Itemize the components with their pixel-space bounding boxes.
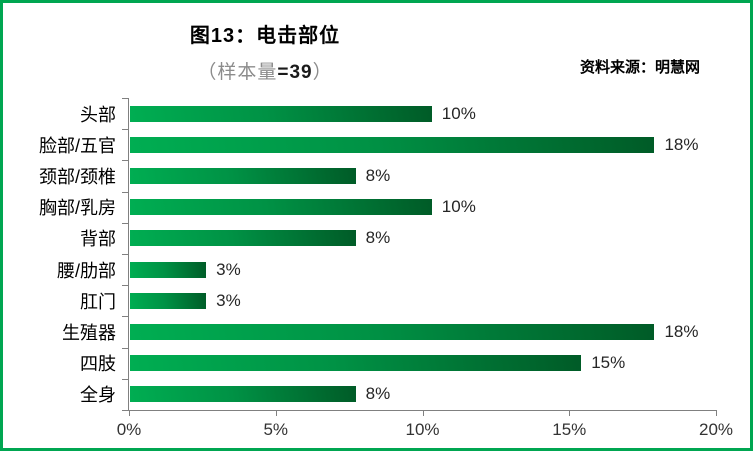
category-label: 背部 (80, 229, 116, 250)
bar-value-label: 8% (365, 228, 391, 248)
subtitle-sample-size: =39 (277, 62, 313, 83)
bar-row: 10% (130, 192, 716, 223)
x-axis-tick (422, 410, 424, 416)
category-label: 腰/肋部 (56, 260, 116, 281)
category-label: 胸部/乳房 (38, 198, 116, 219)
bar-row: 3% (130, 254, 716, 285)
x-axis-tick (569, 410, 571, 416)
category-label: 颈部/颈椎 (38, 166, 116, 187)
plot-area: 10% 18% 8% 10% 8% 3% 3% 18% 15% 8% 0% 5% 10% 15% 20% (117, 98, 733, 439)
bar-row: 8% (130, 379, 716, 410)
category-label: 全身 (80, 385, 116, 406)
y-axis-tick (122, 160, 129, 162)
category-label: 头部 (80, 104, 116, 125)
bar-value-label: 3% (216, 259, 241, 279)
x-axis-tick-label: 0% (116, 420, 142, 439)
x-axis-tick-label: 20% (698, 420, 734, 439)
bar (130, 261, 207, 278)
bar-value-label: 15% (591, 353, 626, 373)
y-axis-tick (122, 378, 129, 380)
bar (130, 355, 582, 372)
y-axis-tick (122, 129, 129, 131)
y-axis-tick (122, 191, 129, 193)
bar (130, 167, 356, 184)
category-label: 脸部/五官 (38, 135, 116, 156)
bar (130, 323, 655, 340)
subtitle-suffix: ） (312, 62, 333, 83)
x-axis-tick (275, 410, 277, 416)
x-axis-tick-label: 15% (552, 420, 587, 439)
x-axis-tick-label: 10% (405, 420, 440, 439)
y-axis-tick (122, 410, 129, 411)
category-label: 生殖器 (62, 322, 116, 343)
bar-row: 10% (130, 98, 716, 129)
bar-value-label: 10% (441, 197, 476, 217)
bar-row: 18% (130, 129, 716, 160)
y-axis-tick (122, 347, 129, 349)
bar (130, 199, 432, 216)
bar-value-label: 10% (441, 103, 476, 123)
chart-title: 图13：电击部位 (189, 25, 341, 47)
y-axis-tick (122, 98, 129, 99)
source-note: 资料来源：明慧网 (579, 59, 700, 76)
bar (130, 105, 432, 122)
bar-row: 3% (130, 285, 716, 316)
bar-value-label: 18% (664, 321, 699, 341)
bar (130, 136, 655, 153)
category-axis: 头部脸部/五官颈部/颈椎胸部/乳房背部腰/肋部肛门生殖器四肢全身 (3, 98, 122, 410)
bar (130, 230, 356, 247)
bar-row: 18% (130, 316, 716, 347)
bar-value-label: 8% (365, 165, 391, 185)
chart-subtitle: （样本量=39） (3, 57, 527, 84)
bar-value-label: 18% (664, 134, 699, 154)
y-axis-tick (122, 316, 129, 318)
x-axis-tick-label: 5% (263, 420, 289, 439)
bar (130, 386, 356, 403)
category-label: 四肢 (80, 354, 116, 375)
category-label: 肛门 (80, 291, 116, 312)
bar-value-label: 8% (365, 384, 391, 404)
y-axis-tick (122, 222, 129, 224)
subtitle-prefix: （样本量 (197, 62, 278, 83)
bar-row: 8% (130, 223, 716, 254)
chart-header: 图13：电击部位 （样本量=39） (3, 19, 527, 84)
bar-value-label: 3% (216, 290, 241, 310)
y-axis-tick (122, 285, 129, 287)
y-axis-tick (122, 254, 129, 255)
bar (130, 292, 207, 309)
bar-row: 8% (130, 160, 716, 191)
x-axis-tick (716, 410, 717, 416)
bar-row: 15% (130, 348, 716, 379)
x-axis-tick (129, 410, 130, 416)
